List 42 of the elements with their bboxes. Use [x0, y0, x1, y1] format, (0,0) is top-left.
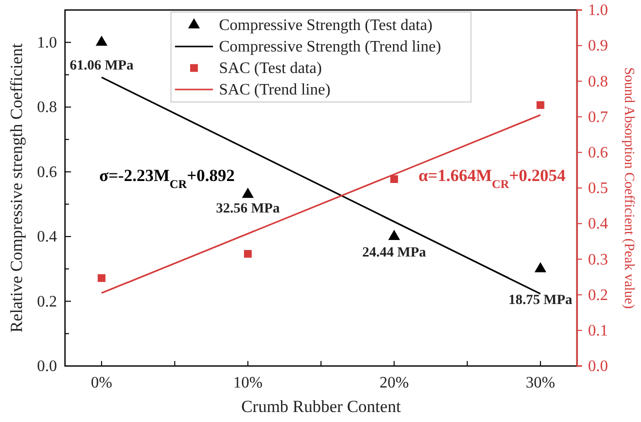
- y2-tick-label: 0.3: [588, 251, 608, 268]
- y2-axis-title: Sound Absorption Coefficient (Peak value): [621, 67, 636, 310]
- legend-label: SAC (Trend line): [219, 82, 330, 98]
- y2-tick-label: 0.6: [588, 144, 608, 162]
- legend-label: Compressive Strength (Test data): [219, 17, 432, 34]
- y2-tick-label: 0.5: [588, 180, 608, 198]
- annotation: 18.75 MPa: [508, 292, 572, 308]
- y-axis-title: Relative Compressive strength Coefficient: [7, 43, 26, 333]
- point: [534, 262, 546, 272]
- annotation: 24.44 MPa: [362, 246, 426, 261]
- annotation: 32.56 MPa: [216, 201, 280, 216]
- y2-tick-label: 0.4: [588, 216, 608, 233]
- point: [388, 230, 400, 240]
- point: [242, 188, 254, 198]
- point: [536, 101, 544, 109]
- y2-tick-label: 0.2: [588, 286, 608, 304]
- annotation: σ=-2.23M$_{CR}$+0.892: [99, 166, 235, 191]
- point: [98, 274, 106, 282]
- x-tick-label: 30%: [526, 374, 556, 392]
- y2-tick-label: 0.9: [588, 38, 608, 55]
- y-tick-label: 0.8: [37, 99, 57, 116]
- annotation: α=1.664M$_{CR}$+0.2054: [418, 166, 566, 191]
- legend-label: SAC (Test data): [219, 60, 322, 77]
- y-tick-label: 0.4: [37, 228, 57, 246]
- y2-tick-label: 0.8: [588, 73, 608, 90]
- point: [96, 36, 108, 46]
- y-tick-label: 0.6: [37, 164, 57, 181]
- annotation: 61.06 MPa: [70, 58, 134, 74]
- y2-tick-label: 1.0: [588, 2, 608, 20]
- y2-tick-label: 0.0: [588, 358, 608, 376]
- point: [390, 175, 398, 183]
- y-tick-label: 0.2: [37, 293, 57, 310]
- point: [244, 250, 252, 258]
- y2-tick-label: 0.7: [588, 108, 608, 126]
- legend-label: Compressive Strength (Trend line): [219, 38, 442, 56]
- y2-tick-label: 0.1: [588, 322, 608, 340]
- y-tick-label: 0.0: [37, 358, 57, 376]
- x-tick-label: 10%: [233, 374, 263, 392]
- x-tick-label: 20%: [379, 374, 409, 392]
- y-tick-label: 1.0: [37, 34, 57, 52]
- x-tick-label: 0%: [90, 374, 112, 392]
- x-axis-title: Crumb Rubber Content: [241, 397, 402, 416]
